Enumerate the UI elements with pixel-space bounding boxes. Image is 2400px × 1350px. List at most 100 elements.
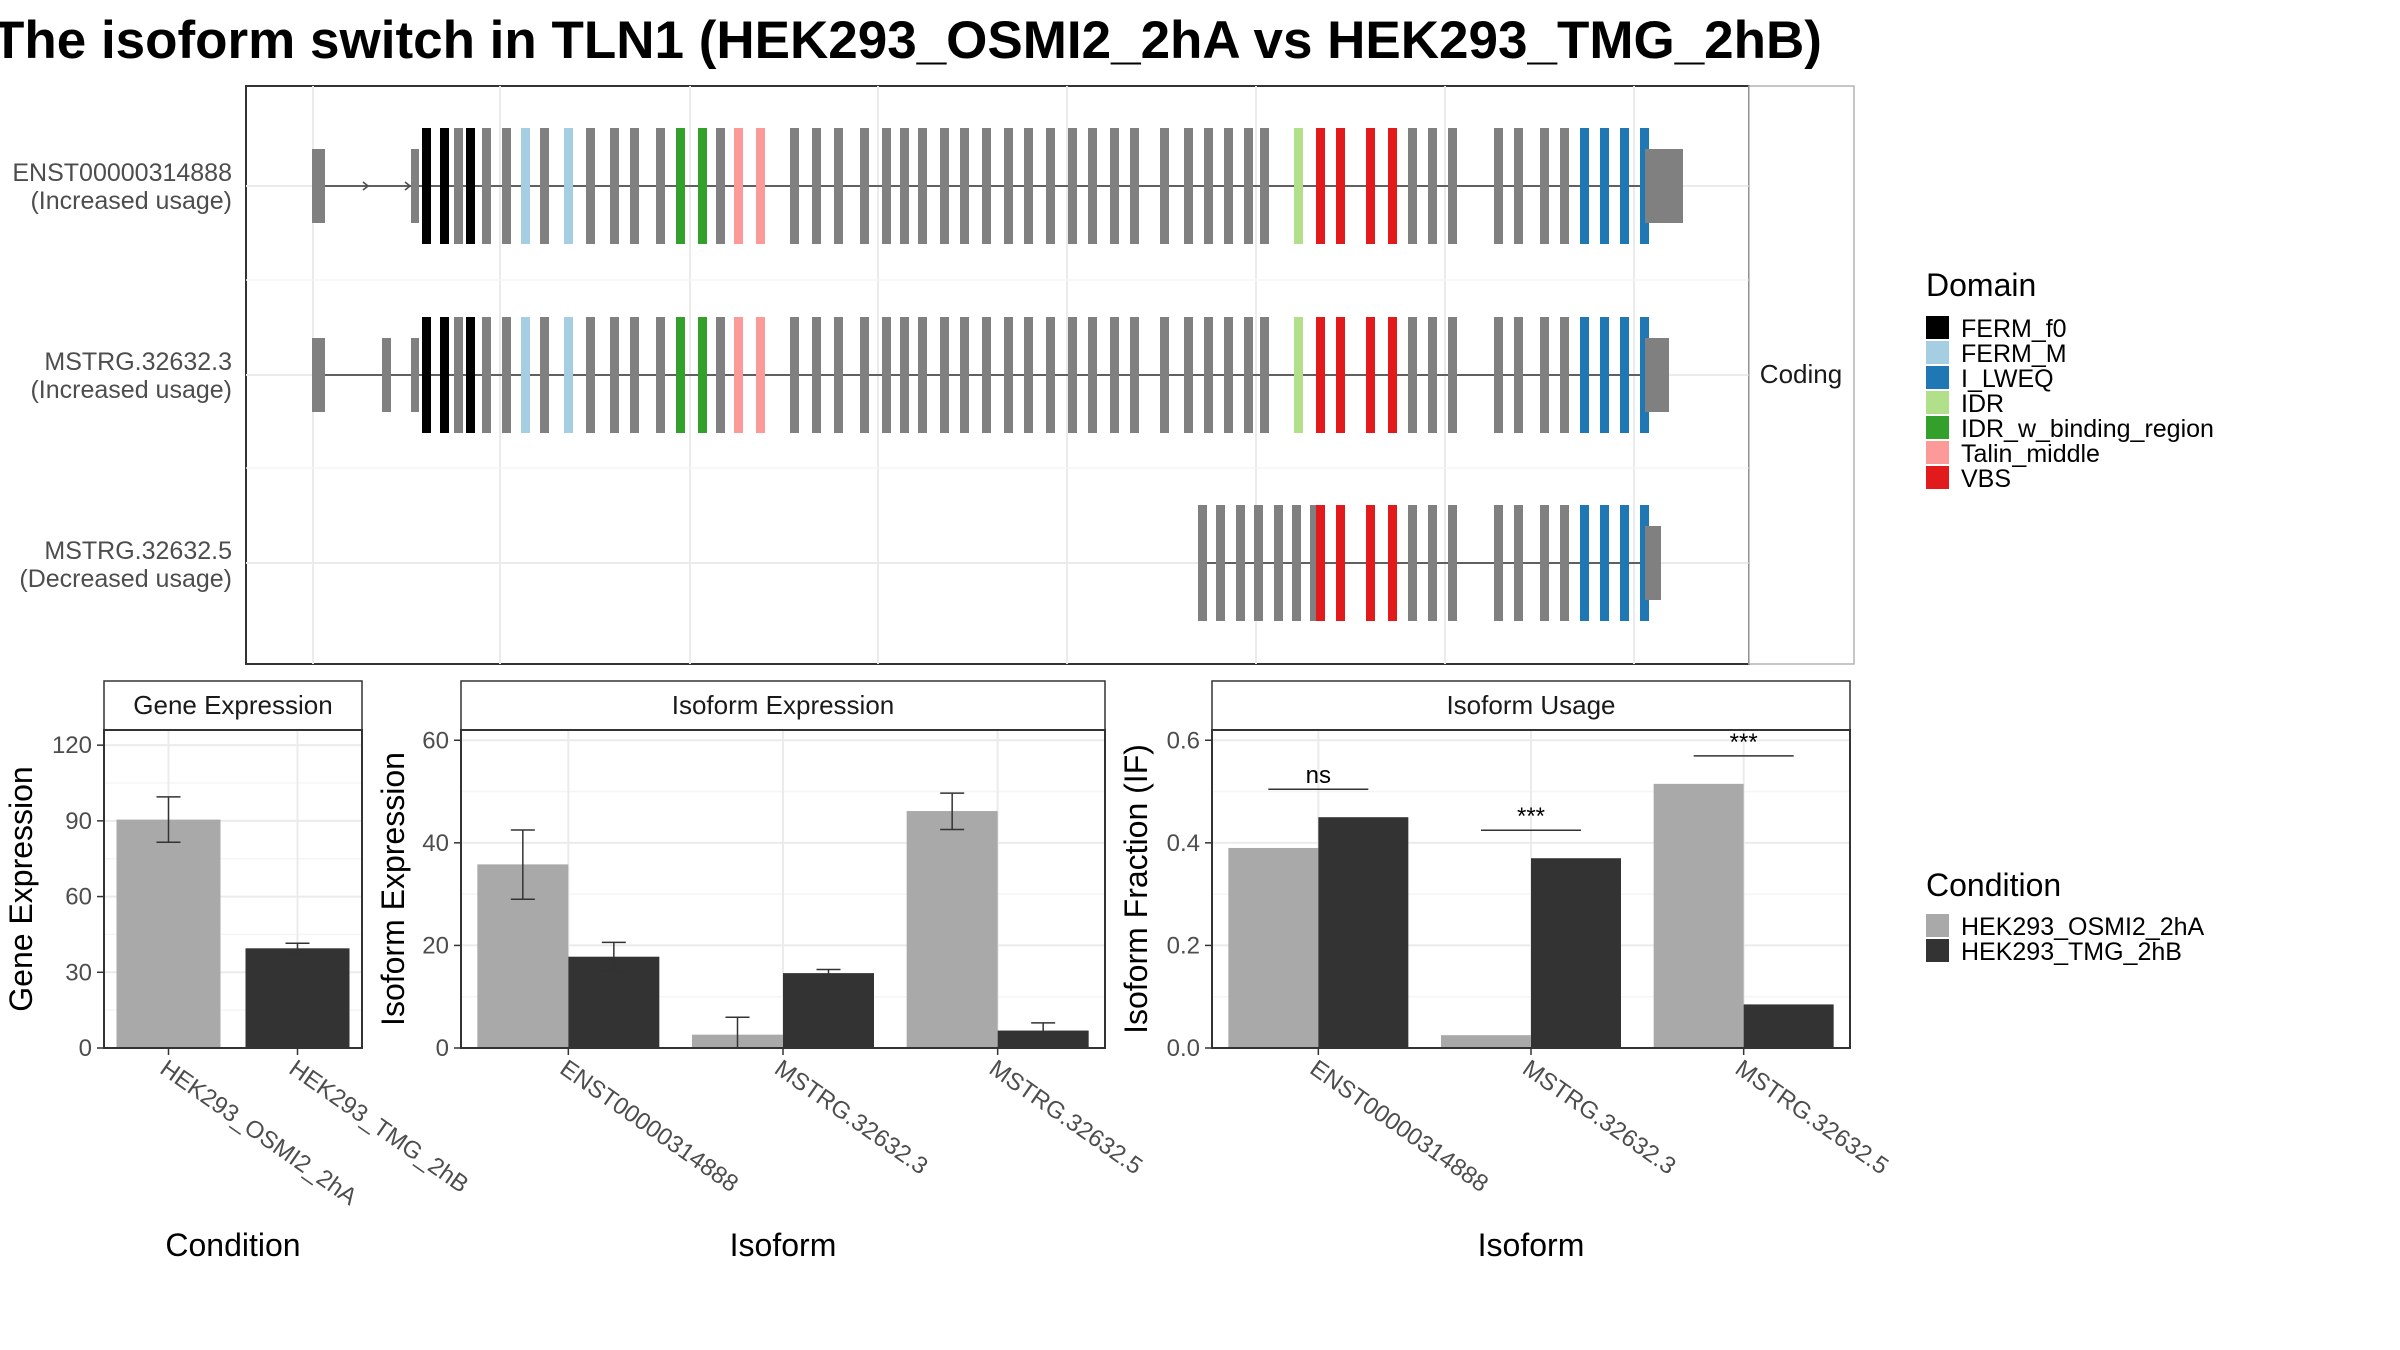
coding-exon [1236, 505, 1245, 621]
isoform-usage-significance-label: *** [1730, 729, 1758, 756]
exon-domain-idr-w-binding-region [698, 128, 707, 244]
coding-exon [1408, 317, 1417, 433]
coding-exon [1494, 128, 1503, 244]
gene-y-tick-label: 90 [65, 808, 92, 835]
exon-domain-i-lweq [1640, 505, 1649, 621]
coding-exon [1160, 317, 1169, 433]
gene-strip-title: Gene Expression [133, 690, 332, 720]
exon-domain-i-lweq [1580, 317, 1589, 433]
exon-domain-talin-middle [756, 317, 765, 433]
isoform-exp-y-tick-label: 0 [436, 1035, 449, 1062]
domain-legend-label-vbs: VBS [1961, 465, 2011, 493]
utr3-exon [1645, 338, 1669, 412]
coding-exon [1448, 128, 1457, 244]
isoform-exp-error-bar [816, 968, 841, 977]
coding-exon [1244, 128, 1253, 244]
coding-exon [1560, 505, 1569, 621]
isoform-label-3-usage: (Decreased usage) [19, 565, 232, 593]
isoform-label-3: MSTRG.32632.5 (Decreased usage) [19, 537, 232, 593]
coding-exon [586, 128, 595, 244]
utr-exon [411, 149, 419, 223]
gene-error-bar [285, 942, 310, 955]
exon-domain-i-lweq [1600, 505, 1609, 621]
coding-exon [882, 128, 891, 244]
exon-domain-i-lweq [1600, 128, 1609, 244]
isoform-usage-x-axis-title: Isoform [1478, 1227, 1585, 1263]
isoform-usage-bar [1441, 1035, 1531, 1048]
coding-exon [1184, 317, 1193, 433]
coding-exon [1254, 505, 1263, 621]
condition-legend-label-b: HEK293_TMG_2hB [1961, 938, 2182, 966]
coding-exon [1204, 317, 1213, 433]
exon-domain-vbs [1366, 128, 1375, 244]
coding-exon [1224, 128, 1233, 244]
isoform-usage-chart: Isoform Usage ns *** *** 0.0 0.2 0.4 0.6 ENST000… [1118, 680, 1893, 1263]
coding-exon [1004, 128, 1013, 244]
coding-exon [834, 128, 843, 244]
coding-exon [960, 317, 969, 433]
coding-exon [982, 317, 991, 433]
coding-exon [790, 128, 799, 244]
exon-domain-ferm-m [564, 317, 573, 433]
coding-exon [610, 317, 619, 433]
exon-domain-talin-middle [734, 317, 743, 433]
coding-exon [1204, 128, 1213, 244]
isoform-exp-x-axis-title: Isoform [730, 1227, 837, 1263]
coding-exon [1088, 317, 1097, 433]
utr3-exon [1645, 149, 1683, 223]
coding-exon [918, 317, 927, 433]
isoform-label-2: MSTRG.32632.3 (Increased usage) [30, 348, 232, 404]
domain-legend-key-i-lweq [1926, 366, 1949, 389]
coding-exon [940, 128, 949, 244]
coding-exon [1494, 505, 1503, 621]
utr-exon [312, 338, 325, 412]
gene-y-tick-label: 120 [52, 732, 92, 759]
coding-exon [1046, 317, 1055, 433]
exon-domain-vbs [1316, 505, 1325, 621]
domain-legend-key-vbs [1926, 466, 1949, 489]
coding-exon [630, 317, 639, 433]
isoform-usage-bar [1228, 847, 1319, 1048]
coding-exon [1068, 317, 1077, 433]
domain-legend: Domain FERM_f0FERM_MI_LWEQIDRIDR_w_bindi… [1926, 267, 2214, 493]
exon-domain-vbs [1316, 317, 1325, 433]
isoform-exp-y-axis-title: Isoform Expression [375, 752, 411, 1026]
coding-exon [482, 128, 491, 244]
coding-exon [540, 128, 549, 244]
coding-exon [1184, 128, 1193, 244]
utr3-exon [1645, 526, 1661, 600]
coding-exon [900, 128, 909, 244]
coding-exon [1260, 128, 1269, 244]
isoform-exp-bar [997, 1030, 1089, 1048]
coding-exon [790, 317, 799, 433]
coding-exon [1560, 128, 1569, 244]
exon-domain-vbs [1388, 505, 1397, 621]
exon-domain-vbs [1316, 128, 1325, 244]
transcript-structure-panel: Coding ENST00000314888 (Increased usage)… [12, 85, 1855, 665]
isoform-track-2 [312, 317, 1669, 433]
isoform-usage-y-tick-label: 0.6 [1167, 727, 1200, 754]
isoform-usage-bar [1743, 1004, 1834, 1048]
coding-exon [1514, 317, 1523, 433]
coding-exon [1540, 317, 1549, 433]
gene-y-tick-label: 30 [65, 959, 92, 986]
exon-domain-ferm-f0 [422, 128, 431, 244]
exon-domain-talin-middle [756, 128, 765, 244]
exon-domain-talin-middle [734, 128, 743, 244]
isoform-exp-error-bar [601, 941, 626, 972]
coding-exon [834, 317, 843, 433]
coding-exon [1088, 128, 1097, 244]
gene-bar [116, 819, 221, 1048]
isoform-exp-strip-title: Isoform Expression [672, 690, 895, 720]
condition-legend: Condition HEK293_OSMI2_2hA HEK293_TMG_2h… [1926, 867, 2205, 966]
condition-legend-key-a [1926, 914, 1949, 937]
coding-exon [812, 128, 821, 244]
coding-exon [1068, 128, 1077, 244]
exon-domain-i-lweq [1640, 317, 1649, 433]
exon-domain-ferm-f0 [466, 128, 475, 244]
domain-legend-label-idr: IDR [1961, 390, 2004, 418]
coding-exon [1408, 505, 1417, 621]
coding-exon [540, 317, 549, 433]
exon-domain-i-lweq [1620, 128, 1629, 244]
gene-error-bar [156, 796, 181, 844]
